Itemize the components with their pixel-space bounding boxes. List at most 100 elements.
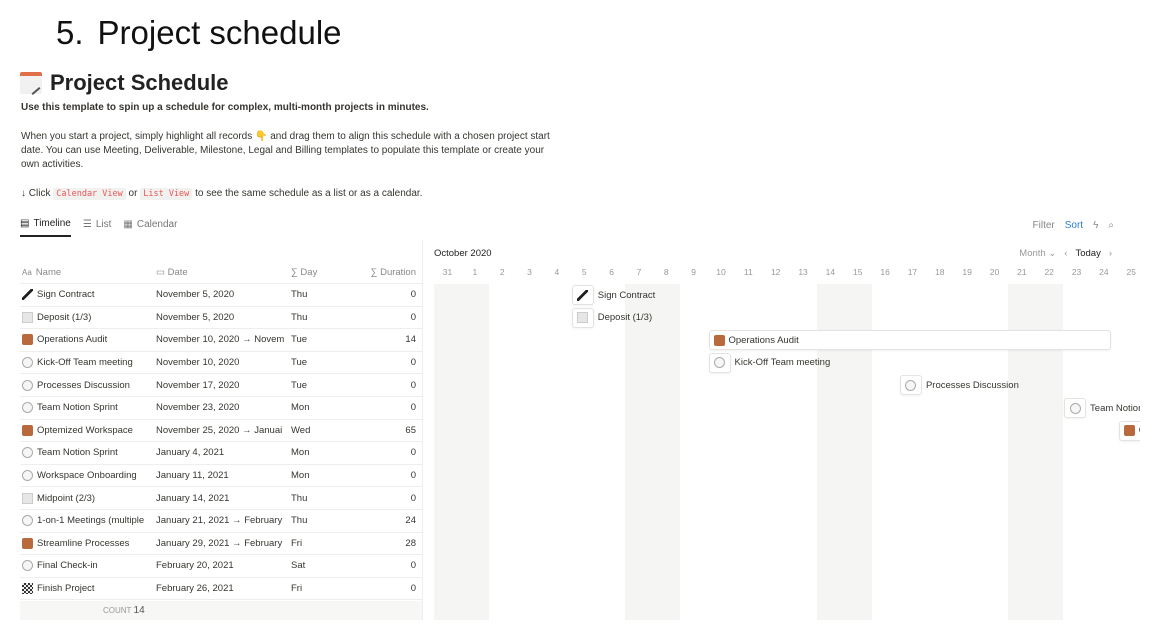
receipt-icon <box>22 311 33 323</box>
row-day: Tue <box>291 379 308 391</box>
row-name[interactable]: Team Notion Sprint <box>22 447 156 459</box>
row-name[interactable]: Operations Audit <box>22 334 156 346</box>
tab-calendar[interactable]: ▦ Calendar <box>123 219 178 230</box>
row-duration: 0 <box>410 560 416 572</box>
day-label: 25 <box>1126 267 1136 277</box>
row-day: Fri <box>291 583 303 595</box>
table-row[interactable]: Operations Audit November 10, 2020 → Nov… <box>20 329 422 352</box>
column-day[interactable]: ∑ Day <box>291 267 318 278</box>
timeline-item[interactable]: Operations Audit <box>708 330 1111 351</box>
column-duration[interactable]: ∑ Duration <box>370 267 416 278</box>
table-row[interactable]: Team Notion Sprint November 23, 2020 Mon… <box>20 397 422 420</box>
timeline-month: October 2020 <box>434 248 492 259</box>
weekend-column <box>434 284 462 620</box>
row-duration: 28 <box>405 537 416 549</box>
day-label: 22 <box>1044 267 1054 277</box>
box-icon <box>713 334 725 346</box>
timeline-panel: October 2020 Month ⌄ ‹ Today › 31 1 2 3 4 5 6 7… <box>422 240 1140 620</box>
row-name[interactable]: Kick-Off Team meeting <box>22 357 156 369</box>
row-day: Wed <box>291 424 311 436</box>
row-name[interactable]: Team Notion Sprint <box>22 402 156 414</box>
formula-icon: ∑ <box>370 267 378 278</box>
row-day: Thu <box>291 515 308 527</box>
chat-icon <box>22 357 33 369</box>
column-date[interactable]: ▭ Date <box>156 267 188 278</box>
calendar-icon <box>20 72 42 94</box>
timeline-item[interactable]: Processes Discussion <box>899 375 1019 396</box>
row-day: Tue <box>291 334 308 346</box>
day-label: 17 <box>907 267 918 277</box>
page-description: When you start a project, simply highlig… <box>21 131 550 170</box>
table-row[interactable]: Optemized Workspace November 25, 2020 → … <box>20 420 422 443</box>
list-icon: ☰ <box>82 219 92 230</box>
day-label: 31 <box>442 267 453 277</box>
timeline-item[interactable]: Deposit (1/3) <box>571 307 652 328</box>
row-name[interactable]: Workspace Onboarding <box>22 470 156 482</box>
list-view-link[interactable]: List View <box>140 188 193 200</box>
page-subtitle: Use this template to spin up a schedule … <box>21 102 429 113</box>
row-date: November 25, 2020 → Januai <box>156 424 283 436</box>
timeline-item[interactable]: Team Notion Sprint <box>1064 398 1140 418</box>
timeline-item[interactable]: Kick-Off Team meeting <box>708 352 830 373</box>
row-duration: 0 <box>410 311 416 323</box>
row-date: February 20, 2021 <box>156 560 234 572</box>
text-icon: Aa <box>22 268 32 277</box>
receipt-icon <box>22 492 33 504</box>
row-name[interactable]: Final Check-in <box>22 560 156 572</box>
filter-button[interactable]: Filter <box>1032 220 1055 231</box>
calendar-view-link[interactable]: Calendar View <box>53 188 126 200</box>
next-icon[interactable]: › <box>1108 248 1112 259</box>
chat-icon <box>22 447 33 459</box>
row-date: November 17, 2020 <box>156 379 240 391</box>
day-label: 10 <box>716 267 726 277</box>
formula-icon: ∑ <box>291 267 298 278</box>
tab-timeline[interactable]: ▤ Timeline <box>20 218 71 237</box>
pen-icon <box>22 289 33 301</box>
row-duration: 0 <box>410 289 416 301</box>
row-day: Sat <box>291 560 306 572</box>
today-button[interactable]: Today <box>1075 248 1101 259</box>
row-name[interactable]: 1-on-1 Meetings (multiple <box>22 515 156 527</box>
automation-icon[interactable]: ϟ <box>1093 220 1099 231</box>
table-row[interactable]: Midpoint (2/3) January 14, 2021 Thu 0 <box>20 487 422 510</box>
row-name[interactable]: Finish Project <box>22 583 156 595</box>
sort-button[interactable]: Sort <box>1064 220 1084 231</box>
schedule-table: Aa Name ▭ Date ∑ Day ∑ Duration Sign Cont… <box>20 262 422 601</box>
table-row[interactable]: Processes Discussion November 17, 2020 T… <box>20 374 422 397</box>
calendar-icon: ▦ <box>123 219 133 230</box>
table-row[interactable]: 1-on-1 Meetings (multiple January 21, 20… <box>20 510 422 533</box>
day-label: 23 <box>1071 267 1082 277</box>
tab-list[interactable]: ☰ List <box>82 219 112 230</box>
row-name[interactable]: Deposit (1/3) <box>22 311 156 323</box>
column-name[interactable]: Aa Name <box>22 267 62 278</box>
timeline-item[interactable]: Sign Contract <box>571 285 655 305</box>
row-name[interactable]: Optemized Workspace <box>22 424 156 436</box>
search-icon[interactable]: ⌕ <box>1108 220 1114 231</box>
view-tabs: ▤ Timeline ☰ List ▦ Calendar <box>20 218 177 237</box>
table-row[interactable]: Team Notion Sprint January 4, 2021 Mon 0 <box>20 442 422 465</box>
row-name[interactable]: Processes Discussion <box>22 379 156 391</box>
row-date: February 26, 2021 <box>156 583 234 595</box>
day-label: 6 <box>609 267 614 277</box>
weekend-column <box>461 284 489 620</box>
row-name[interactable]: Midpoint (2/3) <box>22 492 156 504</box>
row-day: Thu <box>291 289 308 301</box>
table-row[interactable]: Deposit (1/3) November 5, 2020 Thu 0 <box>20 307 422 330</box>
prev-icon[interactable]: ‹ <box>1064 248 1068 259</box>
row-name[interactable]: Sign Contract <box>22 289 156 301</box>
table-header: Aa Name ▭ Date ∑ Day ∑ Duration <box>20 262 422 284</box>
row-date: January 4, 2021 <box>156 447 225 459</box>
row-name[interactable]: Streamline Processes <box>22 537 156 549</box>
table-row[interactable]: Sign Contract November 5, 2020 Thu 0 <box>20 284 422 307</box>
row-day: Thu <box>291 311 308 323</box>
table-row[interactable]: Streamline Processes January 29, 2021 → … <box>20 533 422 556</box>
table-row[interactable]: Kick-Off Team meeting November 10, 2020 … <box>20 352 422 375</box>
row-duration: 0 <box>410 447 416 459</box>
table-row[interactable]: Finish Project February 26, 2021 Fri 0 <box>20 578 422 601</box>
timeline-item[interactable]: Optemized Workspace <box>1118 420 1140 441</box>
view-mode-dropdown[interactable]: Month ⌄ <box>1019 248 1057 259</box>
table-row[interactable]: Workspace Onboarding January 11, 2021 Mo… <box>20 465 422 488</box>
day-label: 11 <box>743 267 753 277</box>
table-row[interactable]: Final Check-in February 20, 2021 Sat 0 <box>20 555 422 578</box>
day-label: 24 <box>1099 267 1109 277</box>
